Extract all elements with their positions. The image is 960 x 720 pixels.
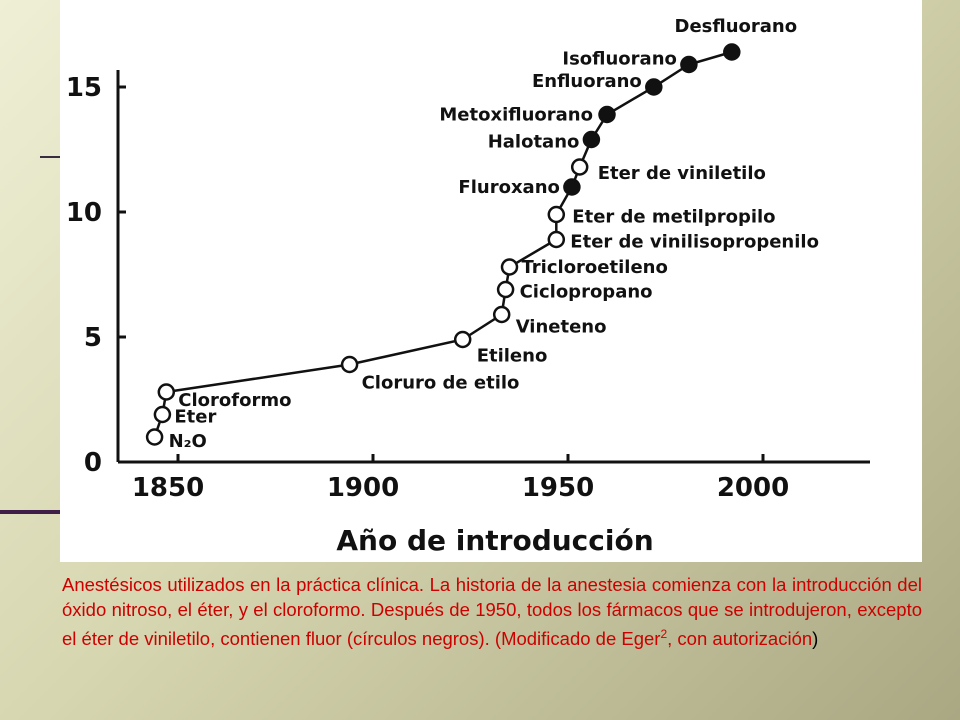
data-point-label: Metoxifluorano [439, 105, 593, 126]
x-tick-label: 1900 [327, 473, 399, 503]
caption-text: Anestésicos utilizados en la práctica cl… [62, 574, 922, 650]
open-data-point [340, 355, 359, 374]
filled-data-point [645, 78, 663, 96]
decorative-line-bottom [0, 510, 70, 514]
data-point-label: Eter de metilpropilo [572, 207, 775, 228]
data-point-label: Vineteno [516, 317, 607, 338]
data-point-label: Cloroformo [178, 390, 291, 411]
data-point-label: Fluroxano [458, 177, 559, 198]
y-tick-label: 10 [66, 198, 102, 228]
data-point-label: Desfluorano [675, 16, 798, 37]
open-data-point [547, 230, 566, 249]
data-point-label: Halotano [488, 132, 580, 153]
y-tick-label: 15 [66, 73, 102, 103]
data-point-label: Etileno [477, 346, 548, 367]
filled-data-point [582, 130, 601, 149]
caption-reference: 2 [660, 627, 668, 641]
chart-svg: Año de introducción 0 5 10 15 1850 1900 1950 20… [66, 16, 870, 557]
caption-close: ) [812, 628, 819, 650]
caption-tail: , con autorización [667, 628, 813, 650]
data-point-label: N₂O [169, 431, 207, 452]
figure-caption: Anestésicos utilizados en la práctica cl… [62, 572, 922, 651]
y-tick-label: 5 [84, 323, 102, 353]
chart-panel: Año de introducción 0 5 10 15 1850 1900 1950 20… [60, 0, 922, 562]
open-data-point [453, 330, 472, 349]
open-data-point [500, 258, 519, 276]
x-tick-label: 1850 [132, 473, 204, 503]
x-tick-label: 1950 [522, 473, 594, 503]
y-tick-label: 0 [84, 448, 102, 478]
data-point-label: Eter de vinilisopropenilo [570, 232, 819, 253]
open-data-point [547, 205, 566, 224]
open-data-point [570, 158, 589, 176]
filled-data-point [598, 105, 616, 124]
filled-data-point [563, 178, 581, 196]
data-point-label: Tricloroetileno [522, 257, 668, 278]
data-point-label: Eter [174, 407, 216, 428]
data-point-label: Eter de viniletilo [598, 163, 766, 184]
open-data-point [496, 280, 515, 299]
data-point-label: Isofluorano [562, 49, 677, 70]
open-data-point [492, 305, 511, 324]
x-axis-label: Año de introducción [336, 524, 653, 557]
open-data-point [145, 428, 164, 446]
filled-data-point [723, 43, 741, 61]
data-point-label: Cloruro de etilo [362, 373, 520, 394]
open-data-point [157, 383, 176, 401]
decorative-line-top [40, 156, 70, 158]
open-data-point [153, 405, 172, 424]
data-point-label: Ciclopropano [520, 282, 653, 303]
filled-data-point [680, 55, 698, 74]
data-point-label: Enfluorano [532, 71, 642, 92]
x-tick-label: 2000 [717, 473, 789, 503]
